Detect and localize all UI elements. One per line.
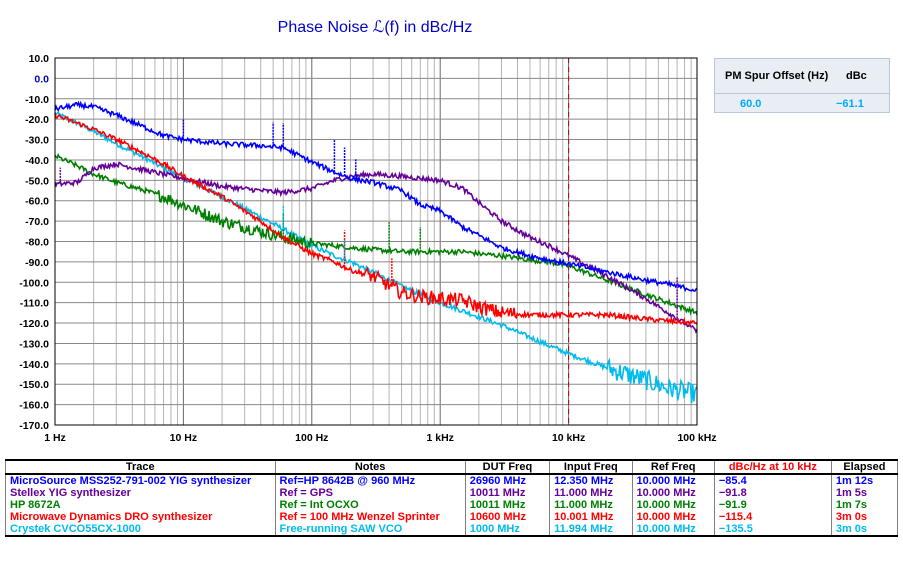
y-tick-label: -110.0 [20,298,49,310]
ref-freq-cell: 10.000 MHz [631,474,715,487]
trace-name-cell: MicroSource MSS252-791-002 YIG synthesiz… [5,474,276,487]
y-tick-label: -40.0 [25,155,49,167]
table-row: Microwave Dynamics DRO synthesizer Ref = … [5,511,899,523]
axes: 10.0 0.0 -10.0 -20.0 -30.0 -40.0 -50.0 -60.0 -70… [19,53,716,444]
table-row: Crystek CVCO55CX-1000 Free-running SAW VC… [5,523,899,537]
x-tick-label: 100 kHz [677,432,716,444]
spur-offset-value: 60.0 [740,98,762,110]
notes-cell: Ref = GPS [274,487,466,499]
elapsed-cell: 1m 7s [830,499,899,511]
y-tick-label: -140.0 [19,359,49,371]
series-line [54,153,698,316]
grid [54,57,698,426]
y-tick-label: 0.0 [34,73,49,85]
col-notes: Notes [274,459,466,475]
y-tick-label: -150.0 [19,379,49,391]
dut-freq-cell: 10011 MHz [464,499,551,511]
trace-name-cell: Stellex YIG synthesizer [5,487,276,499]
spur-dbc-value: −61.1 [836,98,864,110]
table-row: Stellex YIG synthesizer Ref = GPS 10011 MH… [5,487,899,499]
y-tick-label: -60.0 [25,196,49,208]
y-tick-label: -50.0 [25,175,49,187]
dbc-at-10khz-cell: −91.9 [713,499,832,511]
ref-freq-cell: 10.000 MHz [631,523,715,537]
x-tick-label: 10 kHz [552,432,585,444]
table-row: HP 8672A Ref = Int OCXO 10011 MHz 11.000 MH… [5,499,899,511]
col-input-freq: Input Freq [549,459,633,475]
series-line [54,113,698,327]
input-freq-cell: 10.001 MHz [549,511,633,523]
y-tick-label: -10.0 [25,94,49,106]
x-tick-label: 10 Hz [170,432,197,444]
y-tick-label: 10.0 [29,53,50,65]
col-trace: Trace [5,459,276,475]
ref-freq-cell: 10.000 MHz [631,511,715,523]
spur-offset-header: PM Spur Offset (Hz) [725,70,829,82]
chart-title: Phase Noise ℒ(f) in dBc/Hz [277,19,473,36]
ref-freq-cell: 10.000 MHz [631,487,715,499]
trace-summary-table: Trace Notes DUT Freq Input Freq Ref Freq… [5,459,899,537]
divider [715,93,889,94]
elapsed-cell: 1m 5s [830,487,899,499]
dbc-at-10khz-cell: −115.4 [713,511,832,523]
input-freq-cell: 12.350 MHz [549,474,633,487]
series-line [54,100,698,293]
y-tick-label: -160.0 [19,400,49,412]
dbc-at-10khz-cell: −91.8 [713,487,832,499]
y-tick-label: -170.0 [19,420,49,432]
series-line [54,110,698,404]
y-tick-label: -20.0 [25,114,49,126]
dbc-at-10khz-cell: −85.4 [713,474,832,487]
x-tick-label: 100 Hz [295,432,328,444]
col-dbc-10khz: dBc/Hz at 10 kHz [713,459,832,475]
y-tick-label: -120.0 [19,318,49,330]
x-tick-label: 1 Hz [44,432,66,444]
series-line [54,161,698,334]
ref-freq-cell: 10.000 MHz [631,499,715,511]
y-tick-label: -30.0 [25,135,49,147]
notes-cell: Ref = 100 MHz Wenzel Sprinter [274,511,466,523]
input-freq-cell: 11.994 MHz [549,523,633,537]
y-tick-label: -130.0 [19,338,49,350]
col-ref-freq: Ref Freq [631,459,715,475]
notes-cell: Ref=HP 8642B @ 960 MHz [274,474,466,487]
col-dut-freq: DUT Freq [464,459,551,475]
y-tick-label: -70.0 [25,216,49,228]
trace-name-cell: Crystek CVCO55CX-1000 [5,523,276,537]
notes-cell: Free-running SAW VCO [274,523,466,537]
trace-name-cell: Microwave Dynamics DRO synthesizer [5,511,276,523]
phase-noise-chart: 10.0 0.0 -10.0 -20.0 -30.0 -40.0 -50.0 -60.0 -70… [19,53,716,444]
series-group [54,100,698,404]
y-tick-label: -100.0 [19,277,49,289]
elapsed-cell: 3m 0s [830,511,899,523]
elapsed-cell: 3m 0s [830,523,899,537]
input-freq-cell: 11.000 MHz [549,487,633,499]
dbc-at-10khz-cell: −135.5 [713,523,832,537]
table-header-row: Trace Notes DUT Freq Input Freq Ref Freq… [5,459,899,475]
col-elapsed: Elapsed [830,459,899,475]
dut-freq-cell: 1000 MHz [464,523,551,537]
dut-freq-cell: 10600 MHz [464,511,551,523]
y-tick-label: -80.0 [25,237,49,249]
spur-dbc-header: dBc [846,70,867,82]
notes-cell: Ref = Int OCXO [274,499,466,511]
pm-spur-panel: PM Spur Offset (Hz) dBc 60.0 −61.1 [714,58,890,113]
dut-freq-cell: 10011 MHz [464,487,551,499]
x-tick-label: 1 kHz [426,432,453,444]
elapsed-cell: 1m 12s [830,474,899,487]
plot-frame [54,57,698,426]
table-row: MicroSource MSS252-791-002 YIG synthesiz… [5,474,899,487]
trace-name-cell: HP 8672A [5,499,276,511]
dut-freq-cell: 26960 MHz [464,474,551,487]
y-tick-label: -90.0 [25,257,49,269]
input-freq-cell: 11.000 MHz [549,499,633,511]
